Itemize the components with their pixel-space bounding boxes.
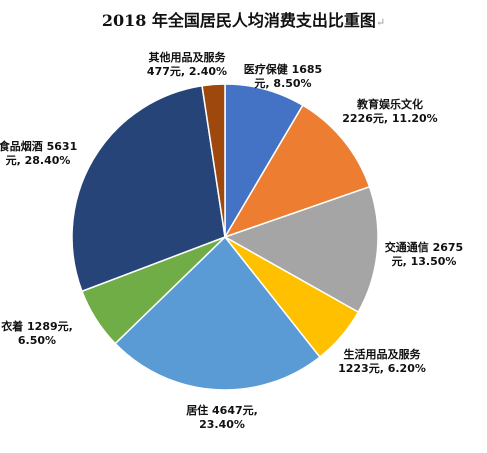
chart-title: 2018 年全国居民人均消费支出比重图↵: [101, 11, 386, 30]
pie-slice-5: [114, 235, 321, 391]
data-label-line: 教育娱乐文化: [356, 97, 423, 111]
data-label-3: 交通通信 2675 元, 13.50%: [385, 240, 463, 268]
data-label-8: 其他用品及服务 477元, 2.40%: [147, 50, 227, 78]
data-label-line: 衣着 1289元,: [1, 319, 73, 333]
data-label-line: 食品烟酒 5631: [0, 139, 77, 153]
data-label-line: 元, 28.40%: [6, 154, 71, 167]
data-label-line: 6.50%: [18, 334, 56, 347]
data-label-1: 医疗保健 1685 元, 8.50%: [244, 62, 322, 90]
pie-slice-2: [223, 104, 371, 239]
data-label-line: 居住 4647元,: [186, 403, 258, 417]
data-label-line: 1223元, 6.20%: [338, 362, 426, 375]
pie-slice-7: [71, 84, 226, 293]
data-label-line: 医疗保健 1685: [244, 62, 322, 76]
data-label-line: 元, 13.50%: [392, 255, 457, 268]
data-label-line: 477元, 2.40%: [147, 65, 227, 78]
pie-slices: [71, 83, 379, 391]
data-label-line: 其他用品及服务: [149, 50, 227, 64]
data-label-line: 生活用品及服务: [344, 347, 422, 361]
data-label-line: 交通通信 2675: [385, 240, 463, 254]
data-label-line: 元, 8.50%: [254, 77, 311, 90]
pie-labels: 医疗保健 1685 元, 8.50% 教育娱乐文化 2226元, 11.20% 交通通信…: [0, 50, 463, 431]
pie-slice-8: [201, 83, 226, 238]
data-label-4: 生活用品及服务 1223元, 6.20%: [338, 347, 426, 375]
data-label-5: 居住 4647元, 23.40%: [186, 403, 258, 431]
data-label-line: 23.40%: [199, 418, 245, 431]
pie-slice-3: [223, 185, 379, 314]
paragraph-mark-icon: ↵: [375, 16, 386, 29]
data-label-7: 食品烟酒 5631 元, 28.40%: [0, 139, 77, 167]
data-label-6: 衣着 1289元, 6.50%: [1, 319, 73, 347]
data-label-2: 教育娱乐文化 2226元, 11.20%: [342, 97, 437, 125]
data-label-line: 2226元, 11.20%: [342, 112, 437, 125]
